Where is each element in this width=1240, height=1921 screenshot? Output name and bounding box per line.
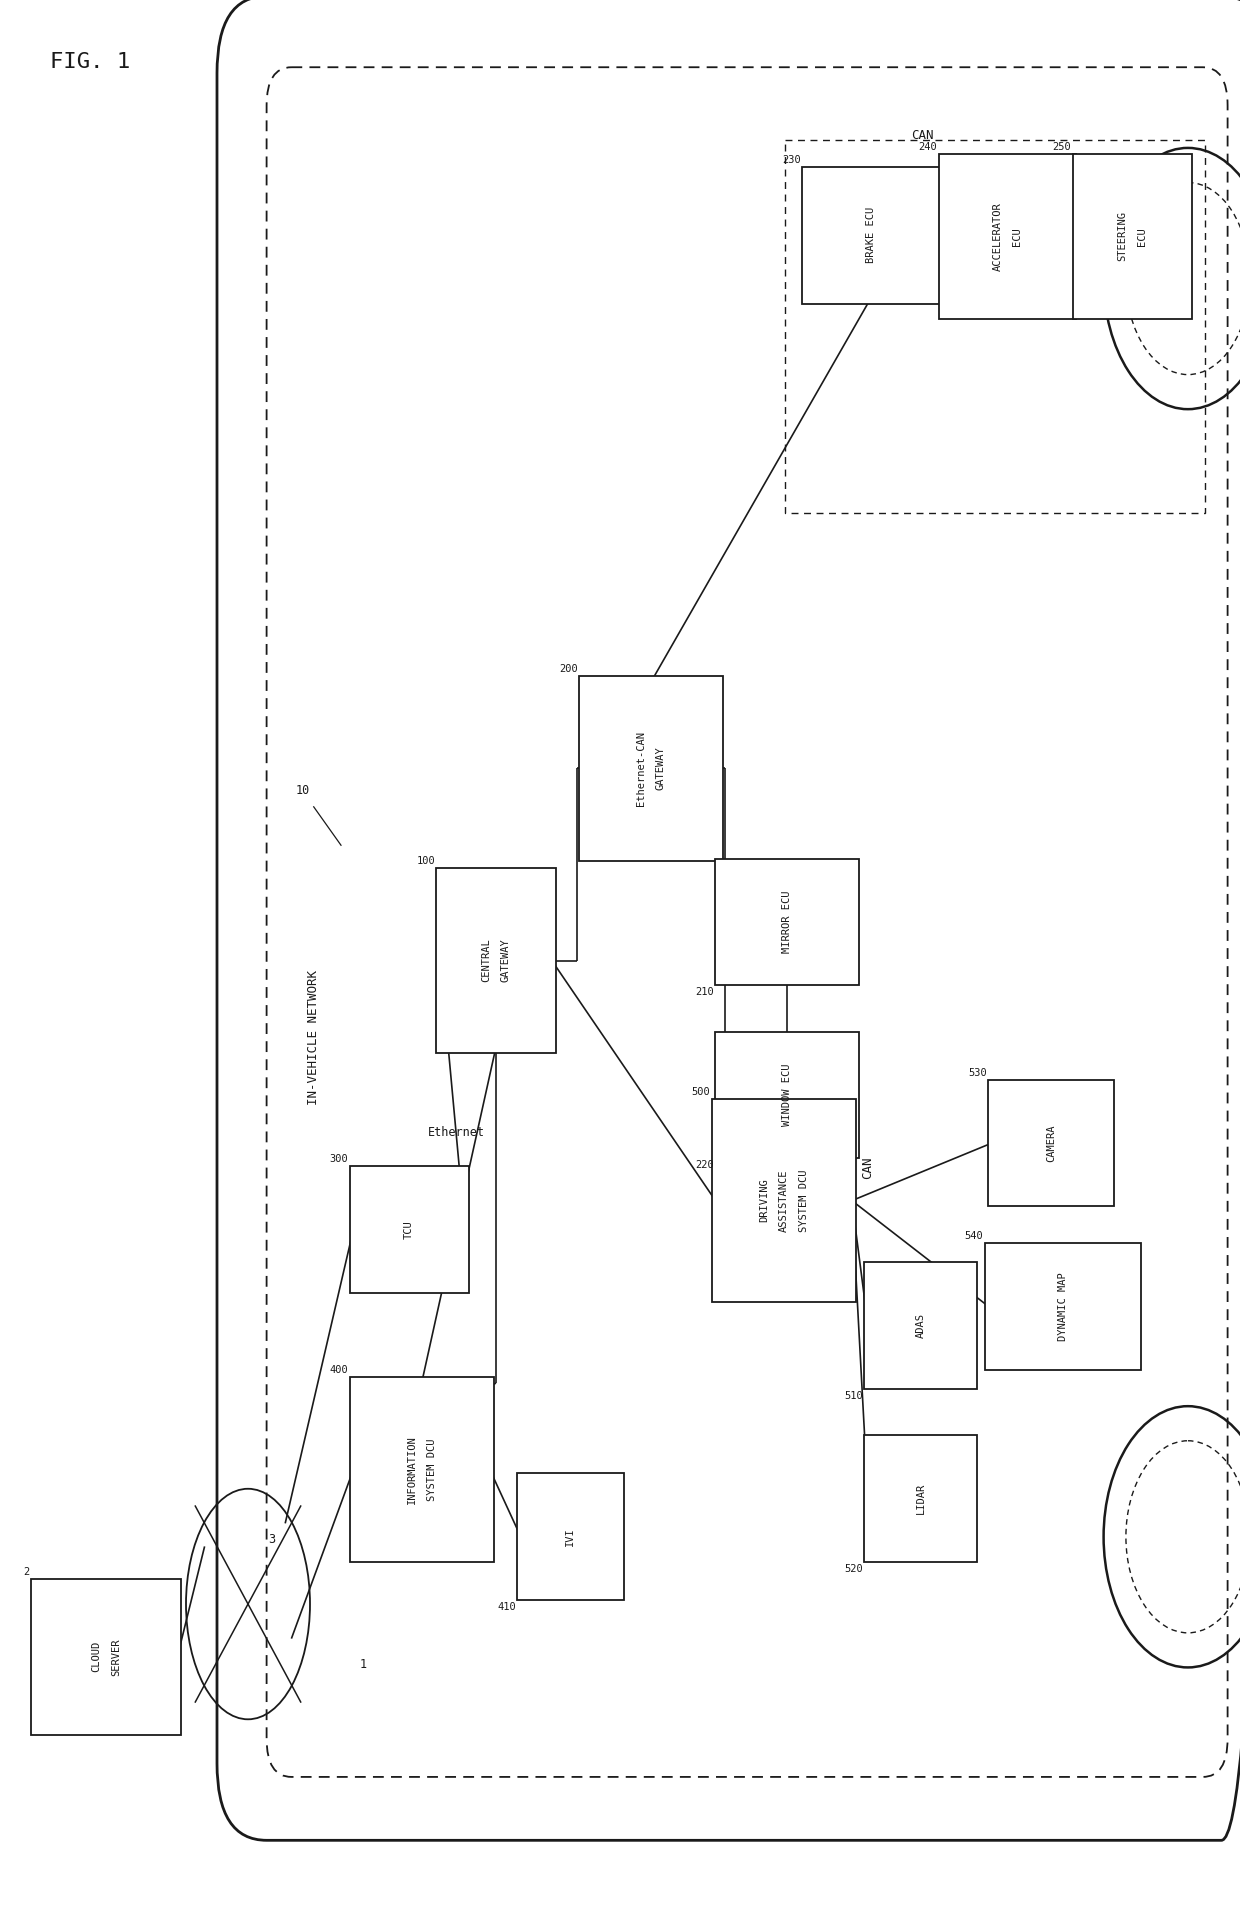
FancyBboxPatch shape <box>436 868 556 1053</box>
Text: 500: 500 <box>692 1087 711 1097</box>
Text: Ethernet-CAN: Ethernet-CAN <box>636 730 646 807</box>
Text: 100: 100 <box>417 857 435 866</box>
Text: SYSTEM DCU: SYSTEM DCU <box>427 1439 436 1500</box>
Text: 230: 230 <box>782 156 801 165</box>
Text: INFORMATION: INFORMATION <box>407 1435 417 1504</box>
Text: 540: 540 <box>965 1231 983 1241</box>
FancyBboxPatch shape <box>579 676 723 861</box>
Text: GATEWAY: GATEWAY <box>656 747 666 790</box>
Text: 3: 3 <box>268 1533 275 1546</box>
Text: 220: 220 <box>696 1160 714 1170</box>
Text: SERVER: SERVER <box>110 1639 122 1675</box>
FancyBboxPatch shape <box>1073 154 1192 319</box>
FancyBboxPatch shape <box>802 167 940 304</box>
Text: 520: 520 <box>844 1564 863 1573</box>
Text: 400: 400 <box>330 1366 348 1375</box>
FancyBboxPatch shape <box>864 1262 977 1389</box>
FancyBboxPatch shape <box>864 1435 977 1562</box>
Text: 250: 250 <box>1053 142 1071 152</box>
Text: BRAKE ECU: BRAKE ECU <box>866 207 877 263</box>
Text: 300: 300 <box>330 1155 348 1164</box>
Text: ECU: ECU <box>1012 227 1023 246</box>
Text: CAN: CAN <box>911 129 934 142</box>
Text: TCU: TCU <box>404 1220 414 1239</box>
Text: CLOUD: CLOUD <box>91 1641 102 1673</box>
Text: 10: 10 <box>296 784 310 797</box>
Text: MIRROR ECU: MIRROR ECU <box>782 891 792 953</box>
Text: ACCELERATOR: ACCELERATOR <box>992 202 1003 271</box>
FancyBboxPatch shape <box>517 1473 624 1600</box>
FancyBboxPatch shape <box>988 1080 1114 1206</box>
FancyBboxPatch shape <box>712 1099 856 1302</box>
FancyBboxPatch shape <box>350 1377 494 1562</box>
Text: 410: 410 <box>497 1602 516 1612</box>
Text: SYSTEM DCU: SYSTEM DCU <box>799 1170 808 1231</box>
FancyBboxPatch shape <box>985 1243 1141 1370</box>
Text: WINDOW ECU: WINDOW ECU <box>782 1064 792 1126</box>
Text: DRIVING: DRIVING <box>759 1179 769 1222</box>
Text: 210: 210 <box>696 987 714 997</box>
Text: STEERING: STEERING <box>1117 211 1127 261</box>
Text: 510: 510 <box>844 1391 863 1400</box>
Text: 240: 240 <box>919 142 937 152</box>
FancyBboxPatch shape <box>939 154 1076 319</box>
FancyBboxPatch shape <box>715 1032 859 1158</box>
Text: CENTRAL: CENTRAL <box>481 939 491 982</box>
Text: CAMERA: CAMERA <box>1045 1124 1056 1162</box>
Text: ASSISTANCE: ASSISTANCE <box>779 1170 789 1231</box>
Text: ECU: ECU <box>1137 227 1147 246</box>
Text: CAN: CAN <box>862 1156 874 1179</box>
Text: FIG. 1: FIG. 1 <box>50 52 130 71</box>
Text: ADAS: ADAS <box>915 1312 926 1339</box>
Text: 2: 2 <box>24 1568 30 1577</box>
Text: IVI: IVI <box>565 1527 575 1546</box>
Text: DYNAMIC MAP: DYNAMIC MAP <box>1058 1272 1068 1341</box>
Text: LIDAR: LIDAR <box>915 1483 926 1514</box>
Text: IN-VEHICLE NETWORK: IN-VEHICLE NETWORK <box>308 970 320 1105</box>
Text: GATEWAY: GATEWAY <box>501 939 511 982</box>
FancyBboxPatch shape <box>350 1166 469 1293</box>
Text: 200: 200 <box>559 665 578 674</box>
Text: 530: 530 <box>968 1068 987 1078</box>
Text: Ethernet: Ethernet <box>428 1126 485 1139</box>
FancyBboxPatch shape <box>715 859 859 985</box>
FancyBboxPatch shape <box>31 1579 181 1735</box>
Text: 1: 1 <box>360 1658 367 1671</box>
